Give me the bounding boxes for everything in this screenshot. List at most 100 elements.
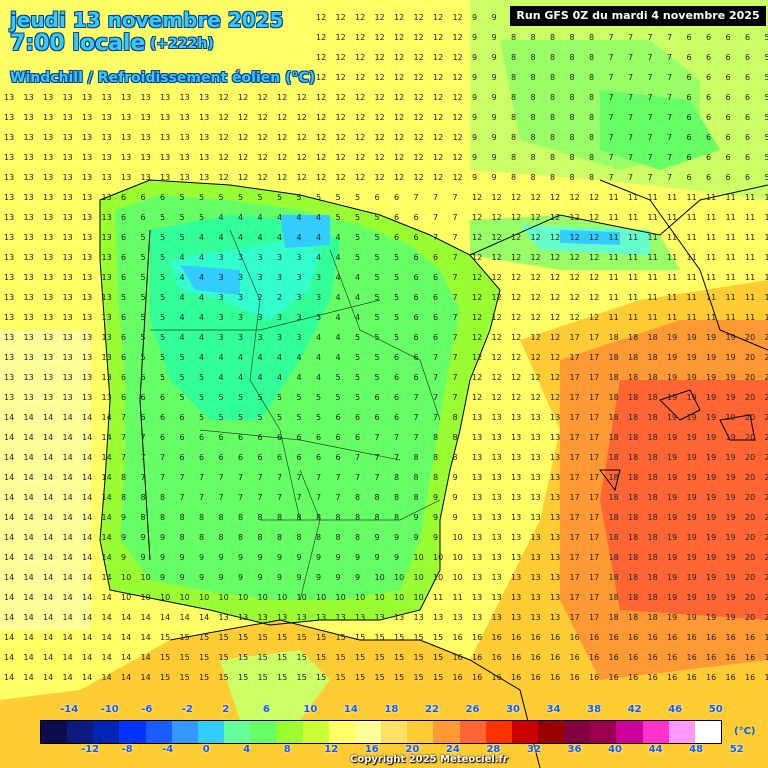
forecast-time: 7:00 locale — [10, 31, 146, 56]
svg-text:18: 18 — [648, 593, 658, 602]
svg-text:15: 15 — [219, 653, 229, 662]
svg-text:12: 12 — [336, 153, 346, 162]
svg-text:8: 8 — [219, 533, 224, 542]
svg-text:15: 15 — [375, 653, 385, 662]
svg-text:19: 19 — [667, 533, 677, 542]
svg-text:19: 19 — [667, 413, 677, 422]
svg-text:13: 13 — [43, 393, 53, 402]
svg-text:11: 11 — [609, 293, 619, 302]
svg-text:6: 6 — [745, 73, 750, 82]
svg-text:11: 11 — [706, 293, 716, 302]
svg-text:14: 14 — [82, 513, 92, 522]
svg-text:13: 13 — [550, 473, 560, 482]
svg-text:5: 5 — [180, 393, 185, 402]
svg-text:12: 12 — [336, 13, 346, 22]
svg-text:5: 5 — [160, 213, 165, 222]
svg-text:12: 12 — [336, 33, 346, 42]
svg-text:10: 10 — [160, 593, 170, 602]
svg-text:6: 6 — [726, 153, 731, 162]
svg-text:10: 10 — [375, 593, 385, 602]
svg-text:9: 9 — [472, 73, 477, 82]
svg-text:20: 20 — [745, 473, 755, 482]
svg-text:13: 13 — [82, 253, 92, 262]
svg-text:7: 7 — [160, 473, 165, 482]
svg-text:12: 12 — [375, 173, 385, 182]
svg-text:14: 14 — [160, 613, 170, 622]
svg-text:12: 12 — [297, 153, 307, 162]
svg-text:20: 20 — [765, 353, 768, 362]
legend-swatch — [328, 721, 355, 743]
svg-text:20: 20 — [765, 393, 768, 402]
svg-text:13: 13 — [43, 293, 53, 302]
svg-text:8: 8 — [589, 93, 594, 102]
svg-text:7: 7 — [667, 173, 672, 182]
svg-text:7: 7 — [277, 473, 282, 482]
svg-text:5: 5 — [375, 253, 380, 262]
svg-text:13: 13 — [82, 213, 92, 222]
svg-text:14: 14 — [4, 673, 14, 682]
svg-text:13: 13 — [4, 213, 14, 222]
svg-text:10: 10 — [336, 593, 346, 602]
svg-text:7: 7 — [414, 433, 419, 442]
svg-text:19: 19 — [706, 573, 716, 582]
svg-text:12: 12 — [570, 273, 580, 282]
svg-text:17: 17 — [589, 553, 599, 562]
svg-text:6: 6 — [687, 133, 692, 142]
svg-text:20: 20 — [765, 513, 768, 522]
svg-text:6: 6 — [745, 53, 750, 62]
svg-text:11: 11 — [687, 313, 697, 322]
svg-text:17: 17 — [570, 333, 580, 342]
svg-text:5: 5 — [258, 413, 263, 422]
svg-text:6: 6 — [121, 313, 126, 322]
svg-text:5: 5 — [765, 33, 768, 42]
svg-text:6: 6 — [160, 413, 165, 422]
svg-text:20: 20 — [765, 573, 768, 582]
svg-text:4: 4 — [355, 293, 360, 302]
svg-text:16: 16 — [648, 633, 658, 642]
svg-text:12: 12 — [238, 113, 248, 122]
svg-text:13: 13 — [492, 613, 502, 622]
svg-text:11: 11 — [687, 233, 697, 242]
svg-text:13: 13 — [121, 93, 131, 102]
color-legend — [40, 720, 722, 744]
svg-text:7: 7 — [609, 73, 614, 82]
svg-text:8: 8 — [453, 433, 458, 442]
svg-text:12: 12 — [258, 133, 268, 142]
svg-text:12: 12 — [336, 133, 346, 142]
svg-text:13: 13 — [43, 113, 53, 122]
svg-text:5: 5 — [375, 313, 380, 322]
legend-tick-label: 36 — [567, 744, 582, 755]
svg-text:12: 12 — [238, 93, 248, 102]
svg-text:8: 8 — [277, 513, 282, 522]
svg-text:14: 14 — [4, 633, 14, 642]
svg-text:3: 3 — [219, 253, 224, 262]
svg-text:9: 9 — [433, 493, 438, 502]
svg-text:12: 12 — [219, 173, 229, 182]
svg-text:5: 5 — [375, 373, 380, 382]
svg-text:13: 13 — [531, 593, 541, 602]
svg-text:13: 13 — [43, 153, 53, 162]
svg-text:11: 11 — [726, 253, 736, 262]
svg-text:13: 13 — [121, 133, 131, 142]
svg-text:15: 15 — [180, 673, 190, 682]
svg-text:12: 12 — [472, 393, 482, 402]
svg-text:13: 13 — [102, 193, 112, 202]
svg-text:18: 18 — [628, 533, 638, 542]
svg-text:7: 7 — [433, 373, 438, 382]
svg-text:5: 5 — [258, 193, 263, 202]
svg-text:12: 12 — [453, 13, 463, 22]
svg-text:4: 4 — [199, 353, 204, 362]
svg-text:14: 14 — [102, 673, 112, 682]
svg-text:15: 15 — [238, 633, 248, 642]
svg-text:18: 18 — [648, 373, 658, 382]
svg-text:12: 12 — [511, 353, 521, 362]
svg-text:12: 12 — [511, 273, 521, 282]
svg-text:7: 7 — [667, 33, 672, 42]
svg-text:11: 11 — [648, 293, 658, 302]
svg-text:3: 3 — [219, 313, 224, 322]
svg-text:7: 7 — [180, 473, 185, 482]
svg-text:6: 6 — [160, 433, 165, 442]
svg-text:12: 12 — [570, 313, 580, 322]
svg-text:6: 6 — [726, 113, 731, 122]
svg-text:13: 13 — [82, 153, 92, 162]
